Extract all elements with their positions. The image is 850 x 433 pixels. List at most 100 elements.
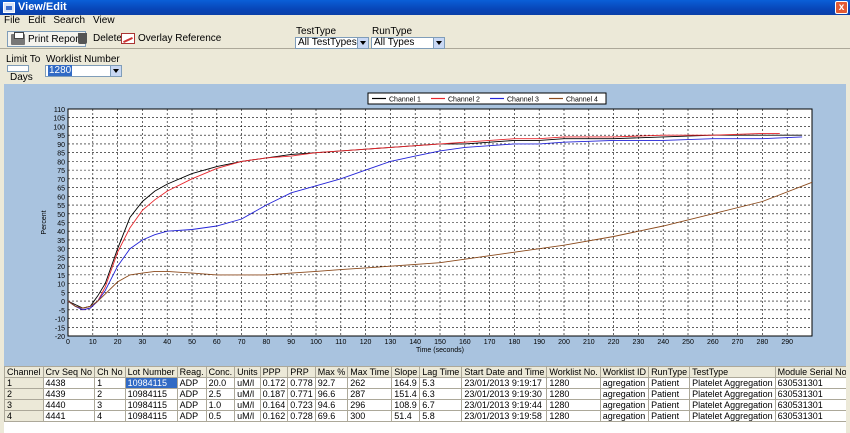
table-cell[interactable]: 0.778 bbox=[287, 377, 316, 389]
table-cell[interactable]: 6.7 bbox=[419, 399, 463, 411]
table-cell[interactable]: uM/l bbox=[234, 410, 261, 422]
table-cell[interactable]: uM/l bbox=[234, 399, 261, 411]
table-cell[interactable]: 0.723 bbox=[287, 399, 316, 411]
table-cell[interactable]: ADP bbox=[176, 377, 207, 389]
table-cell[interactable]: 10984115 bbox=[124, 377, 178, 389]
table-cell[interactable]: 630531301 bbox=[774, 388, 846, 400]
column-header[interactable]: Crv Seq No bbox=[42, 366, 96, 378]
table-cell[interactable]: 0.187 bbox=[259, 388, 289, 400]
table-cell[interactable]: ADP bbox=[176, 388, 207, 400]
column-header[interactable]: PRP bbox=[287, 366, 316, 378]
table-cell[interactable]: 51.4 bbox=[391, 410, 421, 422]
column-header[interactable]: Max Time bbox=[347, 366, 393, 378]
table-cell[interactable]: 300 bbox=[347, 410, 393, 422]
table-cell[interactable]: 630531301 bbox=[774, 410, 846, 422]
table-cell[interactable]: 164.9 bbox=[391, 377, 421, 389]
table-cell[interactable]: 3 bbox=[4, 399, 44, 411]
table-cell[interactable]: 23/01/2013 9:19:30 bbox=[461, 388, 548, 400]
table-cell[interactable]: ADP bbox=[176, 410, 207, 422]
column-header[interactable]: Max % bbox=[314, 366, 349, 378]
table-cell[interactable]: 1280 bbox=[546, 388, 601, 400]
table-cell[interactable]: 0.5 bbox=[205, 410, 236, 422]
limit-days-input[interactable] bbox=[7, 65, 29, 72]
close-button[interactable]: x bbox=[835, 1, 848, 14]
table-row[interactable]: 2 4439 2 10984115 ADP 2.5 uM/l 0.187 0.771 96.6 28… bbox=[4, 388, 846, 400]
table-cell[interactable]: Platelet Aggregation bbox=[689, 388, 776, 400]
table-cell[interactable]: 92.7 bbox=[314, 377, 349, 389]
column-header[interactable]: Ch No bbox=[94, 366, 126, 378]
table-row[interactable]: 4 4441 4 10984115 ADP 0.5 uM/l 0.162 0.728 69.6 30… bbox=[4, 410, 846, 422]
table-cell[interactable]: agregation bbox=[599, 399, 650, 411]
column-header[interactable]: Lag Time bbox=[419, 366, 463, 378]
table-cell[interactable]: 0.164 bbox=[259, 399, 289, 411]
column-header[interactable]: Worklist No. bbox=[546, 366, 601, 378]
table-row[interactable]: 1 4438 1 10984115 ADP 20.0 uM/l 0.172 0.778 92.7 2… bbox=[4, 377, 846, 389]
table-cell[interactable]: uM/l bbox=[234, 377, 261, 389]
table-cell[interactable]: 10984115 bbox=[124, 388, 178, 400]
table-cell[interactable]: Platelet Aggregation bbox=[689, 377, 776, 389]
column-header[interactable]: Start Date and Time bbox=[461, 366, 548, 378]
worklist-number-select[interactable]: 1280 bbox=[45, 65, 122, 77]
table-cell[interactable]: 69.6 bbox=[314, 410, 349, 422]
column-header[interactable]: PPP bbox=[259, 366, 289, 378]
chevron-down-icon[interactable] bbox=[110, 66, 121, 76]
table-cell[interactable]: agregation bbox=[599, 410, 650, 422]
table-cell[interactable]: 4441 bbox=[42, 410, 96, 422]
table-cell[interactable]: 1 bbox=[4, 377, 44, 389]
table-cell[interactable]: 4439 bbox=[42, 388, 96, 400]
table-cell[interactable]: 4 bbox=[4, 410, 44, 422]
menu-file[interactable]: File bbox=[4, 15, 21, 26]
table-cell[interactable]: 5.8 bbox=[419, 410, 463, 422]
table-cell[interactable]: 3 bbox=[94, 399, 126, 411]
table-cell[interactable]: Platelet Aggregation bbox=[689, 410, 776, 422]
column-header[interactable]: Slope bbox=[391, 366, 421, 378]
table-cell[interactable]: Patient bbox=[648, 388, 691, 400]
print-report-button[interactable]: Print Report bbox=[7, 31, 87, 47]
table-cell[interactable]: 630531301 bbox=[774, 377, 846, 389]
column-header[interactable]: Lot Number bbox=[124, 366, 178, 378]
chevron-down-icon[interactable] bbox=[357, 38, 368, 48]
table-cell[interactable]: 4440 bbox=[42, 399, 96, 411]
table-cell[interactable]: 0.728 bbox=[287, 410, 316, 422]
table-cell[interactable]: 108.9 bbox=[391, 399, 421, 411]
table-cell[interactable]: 1280 bbox=[546, 399, 601, 411]
table-cell[interactable]: agregation bbox=[599, 377, 650, 389]
table-cell[interactable]: 2 bbox=[4, 388, 44, 400]
table-cell[interactable]: 96.6 bbox=[314, 388, 349, 400]
table-cell[interactable]: 151.4 bbox=[391, 388, 421, 400]
table-cell[interactable]: uM/l bbox=[234, 388, 261, 400]
column-header[interactable]: TestType bbox=[689, 366, 776, 378]
menu-search[interactable]: Search bbox=[53, 15, 86, 26]
testtype-select[interactable]: All TestTypes bbox=[295, 37, 369, 49]
column-header[interactable]: Reag. bbox=[176, 366, 207, 378]
table-cell[interactable]: 23/01/2013 9:19:44 bbox=[461, 399, 548, 411]
chevron-down-icon[interactable] bbox=[433, 38, 444, 48]
table-cell[interactable]: 94.6 bbox=[314, 399, 349, 411]
table-cell[interactable]: 10984115 bbox=[124, 399, 178, 411]
table-cell[interactable]: 10984115 bbox=[124, 410, 178, 422]
table-cell[interactable]: 2.5 bbox=[205, 388, 236, 400]
column-header[interactable]: RunType bbox=[648, 366, 691, 378]
delete-button[interactable]: Delete bbox=[73, 31, 126, 47]
column-header[interactable]: Channel bbox=[4, 366, 44, 378]
table-cell[interactable]: 6.3 bbox=[419, 388, 463, 400]
table-cell[interactable]: 1280 bbox=[546, 410, 601, 422]
column-header[interactable]: Units bbox=[234, 366, 261, 378]
table-cell[interactable]: Patient bbox=[648, 399, 691, 411]
table-cell[interactable]: 5.3 bbox=[419, 377, 463, 389]
table-cell[interactable]: Patient bbox=[648, 377, 691, 389]
table-cell[interactable]: 262 bbox=[347, 377, 393, 389]
table-cell[interactable]: 0.172 bbox=[259, 377, 289, 389]
table-cell[interactable]: Platelet Aggregation bbox=[689, 399, 776, 411]
table-cell[interactable]: 630531301 bbox=[774, 399, 846, 411]
overlay-reference-button[interactable]: Overlay Reference bbox=[118, 31, 225, 47]
column-header[interactable]: Worklist ID bbox=[599, 366, 650, 378]
table-cell[interactable]: 0.771 bbox=[287, 388, 316, 400]
table-cell[interactable]: 4438 bbox=[42, 377, 96, 389]
table-cell[interactable]: 296 bbox=[347, 399, 393, 411]
table-cell[interactable]: ADP bbox=[176, 399, 207, 411]
table-cell[interactable]: Patient bbox=[648, 410, 691, 422]
column-header[interactable]: Module Serial No. bbox=[774, 366, 846, 378]
table-cell[interactable]: 2 bbox=[94, 388, 126, 400]
table-cell[interactable]: 287 bbox=[347, 388, 393, 400]
